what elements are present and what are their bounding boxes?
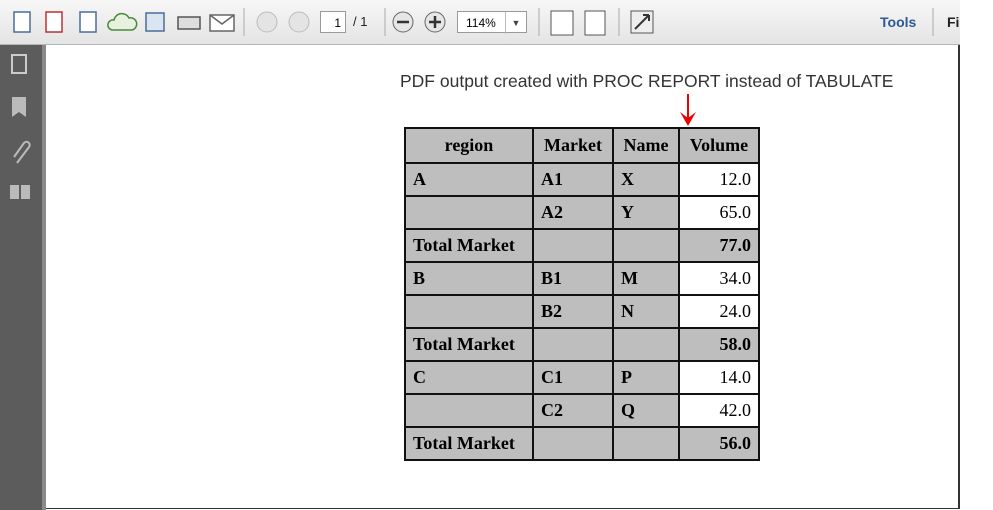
table-cell: 34.0 xyxy=(678,261,760,296)
table-cell: 42.0 xyxy=(678,393,760,428)
annotation: PDF output created with PROC REPORT inst… xyxy=(400,71,894,91)
red-arrow xyxy=(680,94,696,126)
sidebar-icons xyxy=(10,54,31,199)
table-row: A2 Y 65.0 xyxy=(404,195,760,230)
search-panel[interactable] xyxy=(10,185,19,199)
table-cell: Y xyxy=(612,195,680,230)
column-header: Name xyxy=(612,127,680,164)
toolbar: 1 / 1 114% ▼ Tools Fi xyxy=(0,0,960,45)
table-cell: A2 xyxy=(532,195,614,230)
table-cell xyxy=(612,327,680,362)
table-cell xyxy=(612,426,680,461)
table-cell xyxy=(532,228,614,263)
table-cell: 56.0 xyxy=(678,426,760,461)
table-row: Total Market 56.0 xyxy=(404,426,760,461)
prev-page[interactable] xyxy=(256,11,278,33)
report-table: region Market Name Volume A A1 X 12.0 A2 Y 65.0 Tot… xyxy=(404,127,760,461)
table-cell xyxy=(612,228,680,263)
print-icon[interactable] xyxy=(177,16,201,30)
table-row: C C1 P 14.0 xyxy=(404,360,760,395)
column-header: Market xyxy=(532,127,614,164)
table-cell: 65.0 xyxy=(678,195,760,230)
toolbar-icons xyxy=(13,8,934,36)
page-count: / 1 xyxy=(353,14,368,29)
table-cell: Total Market xyxy=(404,228,534,263)
save-icon[interactable] xyxy=(145,12,165,32)
table-cell xyxy=(404,393,534,428)
create-icon[interactable] xyxy=(13,11,31,33)
table-cell: N xyxy=(612,294,680,329)
zoom-input[interactable]: 114% ▼ xyxy=(457,11,527,34)
table-cell xyxy=(404,195,534,230)
table-cell: P xyxy=(612,360,680,395)
table-cell: C2 xyxy=(532,393,614,428)
table-cell: B2 xyxy=(532,294,614,329)
tools-button[interactable]: Tools xyxy=(880,14,917,30)
table-cell: M xyxy=(612,261,680,296)
table-cell: 77.0 xyxy=(678,228,760,263)
table-cell: X xyxy=(612,162,680,197)
column-header: Volume xyxy=(678,127,760,164)
table-row: A A1 X 12.0 xyxy=(404,162,760,197)
table-cell: A1 xyxy=(532,162,614,197)
table-cell: C1 xyxy=(532,360,614,395)
zoom-dropdown[interactable]: ▼ xyxy=(505,12,526,34)
table-cell: B1 xyxy=(532,261,614,296)
fit-width[interactable] xyxy=(584,10,606,36)
table-row: Total Market 58.0 xyxy=(404,327,760,362)
table-row: C2 Q 42.0 xyxy=(404,393,760,428)
table-row: B B1 M 34.0 xyxy=(404,261,760,296)
bookmarks-panel[interactable] xyxy=(12,97,26,117)
table-cell: 14.0 xyxy=(678,360,760,395)
upload-icon[interactable] xyxy=(107,12,138,31)
fill-sign-button[interactable]: Fi xyxy=(947,14,960,30)
pages-panel[interactable] xyxy=(11,54,27,74)
fit-page[interactable] xyxy=(550,10,574,36)
page-input[interactable]: 1 xyxy=(320,11,346,33)
header-row: region Market Name Volume xyxy=(404,127,760,164)
table-cell: A xyxy=(404,162,534,197)
table-cell: Total Market xyxy=(404,327,534,362)
table-cell: B xyxy=(404,261,534,296)
table-cell: 58.0 xyxy=(678,327,760,362)
edit-icon[interactable] xyxy=(79,11,97,33)
table-cell: C xyxy=(404,360,534,395)
combine-icon[interactable] xyxy=(45,11,63,33)
table-cell: 24.0 xyxy=(678,294,760,329)
table-cell xyxy=(532,327,614,362)
sidebar xyxy=(0,45,46,510)
table-row: B2 N 24.0 xyxy=(404,294,760,329)
table-cell xyxy=(532,426,614,461)
zoom-value: 114% xyxy=(466,16,496,30)
column-header: region xyxy=(404,127,534,164)
table-cell xyxy=(404,294,534,329)
attachments-panel[interactable] xyxy=(13,140,31,164)
table-cell: Q xyxy=(612,393,680,428)
table-row: Total Market 77.0 xyxy=(404,228,760,263)
next-page[interactable] xyxy=(288,11,310,33)
table-cell: Total Market xyxy=(404,426,534,461)
table-cell: 12.0 xyxy=(678,162,760,197)
